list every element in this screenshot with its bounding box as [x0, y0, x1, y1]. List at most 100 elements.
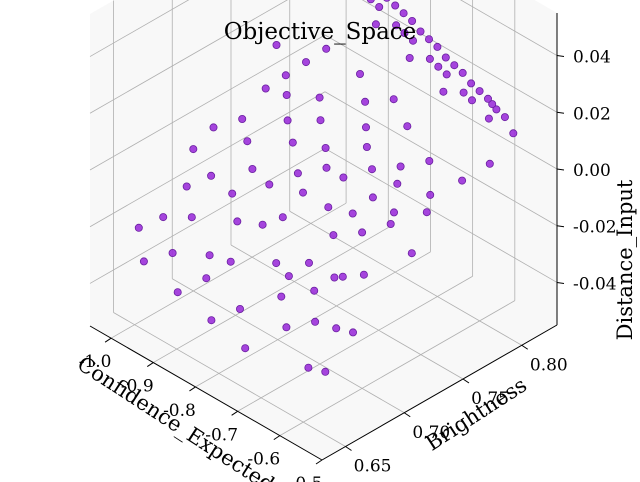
data-point-19 [304, 258, 313, 267]
data-point-64 [361, 123, 370, 132]
data-point-15 [284, 272, 293, 281]
data-point-17 [422, 208, 431, 217]
x-axis-line [89, 325, 323, 461]
z-axis-label: Distance_Input [613, 179, 637, 340]
data-point-67 [467, 79, 476, 88]
z-tick-label-2: 0.00 [573, 161, 611, 181]
data-point-25 [324, 203, 333, 212]
data-point-44 [322, 163, 331, 172]
data-point-41 [168, 248, 177, 257]
x-tick-label-1: -0.9 [121, 377, 154, 397]
z-tick-mark-3 [556, 111, 565, 114]
data-point-16 [329, 231, 338, 240]
data-point-85 [355, 70, 364, 79]
z-tick-label-4: 0.04 [573, 48, 611, 68]
z-grid-right-1 [324, 91, 558, 227]
data-point-6 [282, 323, 291, 332]
y-grid-floor-1 [172, 278, 405, 414]
data-point-77 [405, 54, 414, 63]
x-tick-label-3: -0.7 [205, 425, 238, 445]
data-point-54 [187, 213, 196, 222]
data-point-45 [509, 129, 518, 138]
data-point-24 [348, 209, 357, 218]
data-point-100 [301, 58, 310, 67]
data-point-8 [407, 249, 416, 258]
data-point-108 [272, 41, 281, 50]
data-point-84 [408, 36, 417, 45]
data-point-78 [450, 61, 459, 70]
x-tick-mark-2 [189, 386, 196, 392]
data-point-56 [439, 87, 448, 96]
x-tick-label-4: -0.6 [247, 450, 280, 470]
data-point-11 [330, 273, 339, 282]
y-tick-label-3: 0.80 [530, 355, 568, 375]
data-point-101 [322, 44, 331, 53]
data-point-58 [228, 189, 237, 198]
data-points [134, 0, 518, 376]
data-point-102 [391, 1, 400, 10]
data-point-7 [338, 272, 347, 281]
data-point-61 [483, 94, 492, 103]
data-point-95 [408, 16, 417, 25]
data-point-68 [442, 70, 451, 79]
data-point-91 [209, 123, 218, 132]
x-tick-label-0: -1.0 [79, 352, 112, 372]
data-point-79 [425, 54, 434, 63]
data-point-2 [348, 328, 357, 337]
data-point-74 [316, 116, 325, 125]
x-tick-mark-3 [231, 410, 238, 416]
y-tick-mark-2 [462, 378, 470, 384]
y-grid-floor-2 [230, 244, 464, 380]
data-point-50 [265, 180, 274, 189]
data-point-43 [233, 217, 242, 226]
data-point-90 [282, 91, 291, 100]
data-point-86 [238, 115, 247, 124]
z-tick-mark-2 [556, 168, 565, 171]
z-grid-right-4 [460, 0, 558, 56]
z-tick-label-1: -0.02 [573, 218, 617, 238]
data-point-3 [332, 324, 341, 333]
data-point-49 [500, 113, 509, 122]
data-point-29 [202, 274, 211, 283]
data-point-48 [362, 142, 371, 151]
data-point-39 [367, 165, 376, 174]
data-point-87 [424, 35, 433, 44]
data-point-22 [272, 259, 281, 268]
data-point-94 [392, 21, 401, 30]
data-point-23 [426, 190, 435, 199]
data-point-42 [139, 257, 148, 266]
y-tick-mark-0 [345, 446, 352, 451]
data-point-10 [310, 286, 319, 295]
x-grid-floor-0 [110, 202, 347, 339]
data-point-9 [241, 344, 250, 353]
right-back-pane [325, 0, 557, 325]
data-point-83 [315, 93, 324, 102]
x-tick-label-5: -0.5 [290, 474, 323, 482]
x-tick-mark-1 [146, 362, 154, 367]
data-point-81 [441, 53, 450, 62]
x-grid-floor-4 [279, 300, 516, 436]
data-point-59 [321, 143, 330, 152]
data-point-71 [389, 95, 398, 104]
data-point-89 [189, 145, 198, 154]
z-tick-mark-1 [556, 225, 565, 228]
data-point-96 [261, 84, 270, 93]
data-point-57 [159, 213, 168, 222]
data-point-21 [389, 208, 398, 217]
z-tick-mark-0 [556, 281, 565, 284]
data-point-27 [368, 193, 377, 202]
x-tick-label-2: -0.8 [163, 401, 196, 421]
z-grid-left-0 [89, 148, 326, 284]
y-tick-mark-3 [521, 344, 529, 350]
z-grid-left-4 [89, 0, 190, 57]
data-point-12 [277, 292, 286, 301]
y-grid-floor-3 [289, 210, 522, 346]
data-point-65 [288, 138, 297, 147]
data-point-1 [304, 363, 313, 372]
data-point-53 [467, 96, 476, 105]
data-point-14 [358, 228, 367, 237]
data-point-99 [375, 3, 384, 11]
data-point-70 [182, 182, 191, 191]
y-grid-floor-0 [113, 312, 346, 447]
data-point-46 [484, 114, 493, 123]
